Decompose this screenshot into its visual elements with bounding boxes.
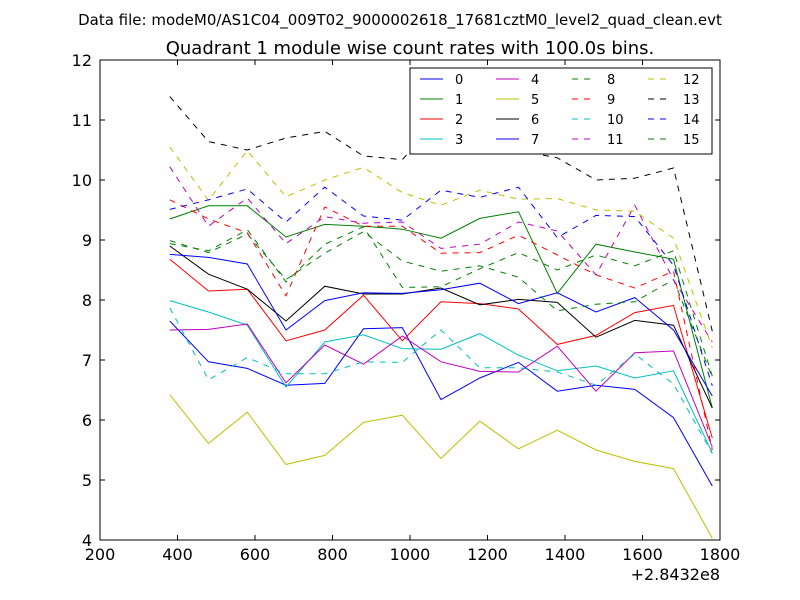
legend-label-2: 2	[455, 113, 463, 128]
legend-label-8: 8	[607, 73, 615, 88]
series-line-9	[169, 199, 713, 451]
legend-label-13: 13	[683, 93, 700, 108]
legend-label-14: 14	[683, 113, 700, 128]
x-tick-label: 1600	[622, 545, 663, 564]
legend-label-7: 7	[531, 133, 539, 148]
y-tick-label: 11	[72, 111, 92, 130]
series-line-12	[169, 146, 713, 349]
x-tick-label: 600	[240, 545, 271, 564]
x-offset-label: +2.8432e8	[631, 565, 720, 584]
legend-label-12: 12	[683, 73, 700, 88]
legend-label-3: 3	[455, 133, 463, 148]
series-layer	[169, 96, 713, 539]
legend-label-11: 11	[607, 133, 624, 148]
series-line-3	[169, 300, 713, 454]
series-line-8	[169, 231, 713, 378]
legend-box	[409, 67, 713, 155]
x-tick-label: 200	[85, 545, 116, 564]
legend-label-4: 4	[531, 73, 539, 88]
x-tick-label: 1400	[545, 545, 586, 564]
legend-label-15: 15	[683, 133, 700, 148]
series-line-1	[169, 205, 713, 409]
y-tick-label: 6	[82, 411, 92, 430]
x-tick-label: 400	[162, 545, 193, 564]
series-line-2	[169, 258, 713, 439]
series-line-11	[169, 166, 713, 343]
y-tick-label: 8	[82, 291, 92, 310]
y-tick-label: 9	[82, 231, 92, 250]
legend-label-9: 9	[607, 93, 615, 108]
figure-suptitle: Data file: modeM0/AS1C04_009T02_90000026…	[78, 11, 722, 30]
y-tick-label: 12	[72, 51, 92, 70]
series-line-13	[169, 96, 713, 332]
legend-label-1: 1	[455, 93, 463, 108]
y-tick-label: 5	[82, 471, 92, 490]
y-tick-label: 4	[82, 531, 92, 550]
series-line-6	[169, 245, 713, 409]
legend-label-5: 5	[531, 93, 539, 108]
legend-label-10: 10	[607, 113, 624, 128]
x-tick-label: 1200	[467, 545, 508, 564]
series-line-10	[169, 307, 713, 454]
series-line-0	[169, 320, 713, 487]
series-line-4	[169, 323, 713, 448]
series-line-14	[169, 186, 713, 386]
legend-label-6: 6	[531, 113, 539, 128]
legend-label-0: 0	[455, 73, 463, 88]
x-tick-label: 800	[317, 545, 348, 564]
x-tick-label: 1000	[390, 545, 431, 564]
chart-title: Quadrant 1 module wise count rates with …	[166, 38, 655, 59]
y-tick-label: 7	[82, 351, 92, 370]
x-tick-label: 1800	[700, 545, 741, 564]
series-line-5	[169, 394, 713, 539]
y-tick-label: 10	[72, 171, 92, 190]
ticks-layer: 200 400 600 800 1000 1200 1400 1600 180045678910…	[72, 51, 741, 564]
